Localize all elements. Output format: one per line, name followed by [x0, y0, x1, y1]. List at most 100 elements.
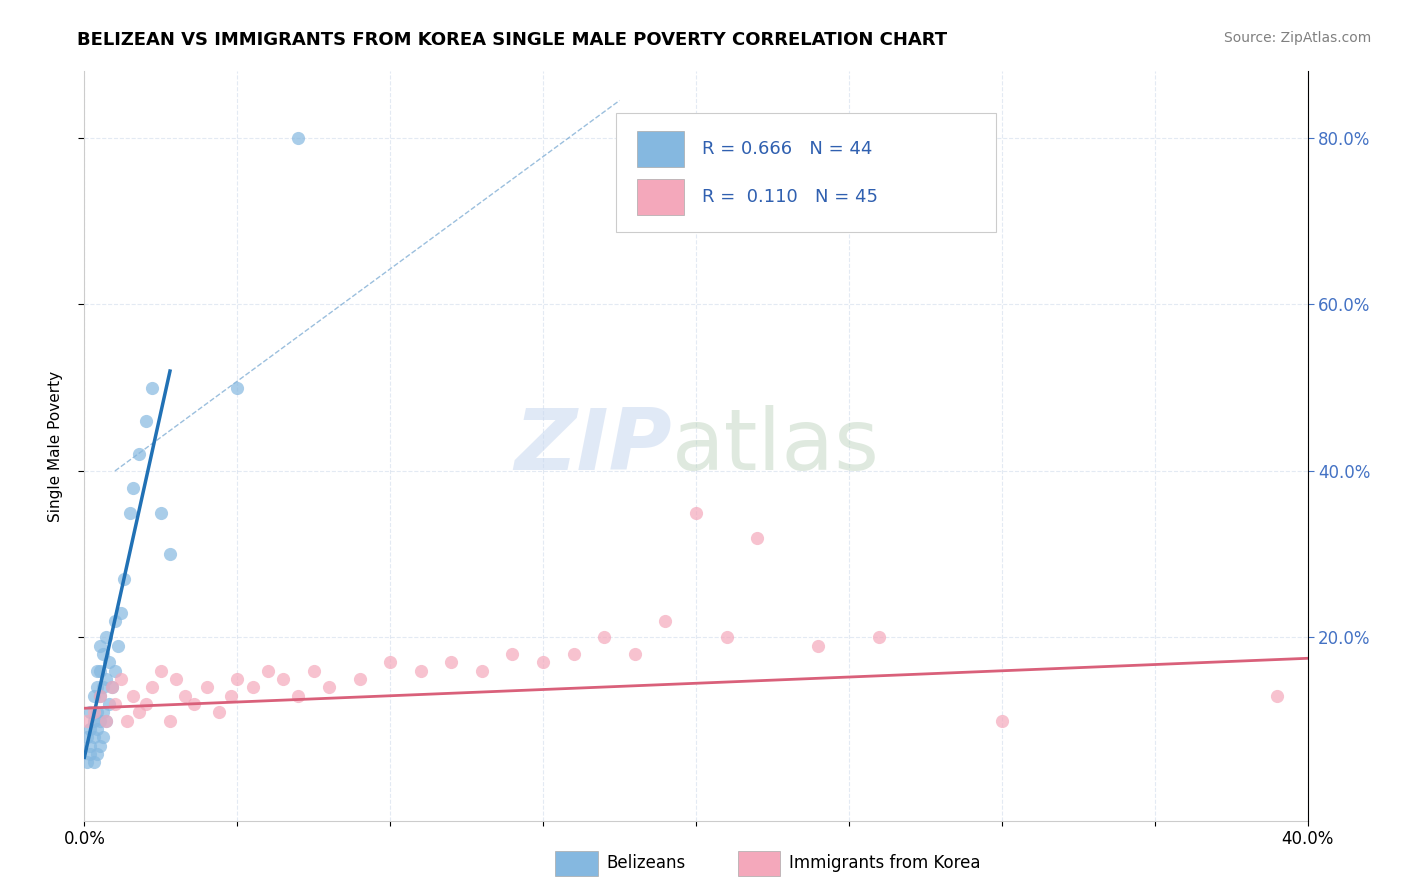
Point — [110, 672, 132, 686]
Point — [89, 714, 111, 728]
Point — [654, 614, 676, 628]
Point — [101, 681, 124, 695]
Point — [101, 681, 124, 695]
Point — [79, 747, 101, 761]
Point — [1265, 689, 1288, 703]
Point — [110, 606, 132, 620]
Point — [149, 506, 172, 520]
Point — [287, 131, 309, 145]
Point — [219, 689, 242, 703]
Point — [159, 714, 181, 728]
Point — [94, 714, 117, 728]
Point — [83, 706, 105, 720]
Text: R =  0.110   N = 45: R = 0.110 N = 45 — [702, 188, 879, 206]
Point — [226, 381, 249, 395]
Point — [97, 656, 120, 670]
Point — [79, 739, 101, 753]
Point — [135, 697, 157, 711]
Point — [562, 647, 585, 661]
Point — [83, 756, 105, 770]
Point — [89, 664, 111, 678]
Point — [593, 631, 616, 645]
Point — [94, 631, 117, 645]
Point — [76, 756, 98, 770]
Point — [531, 656, 554, 670]
Point — [97, 697, 120, 711]
Text: R = 0.666   N = 44: R = 0.666 N = 44 — [702, 140, 873, 158]
Text: BELIZEAN VS IMMIGRANTS FROM KOREA SINGLE MALE POVERTY CORRELATION CHART: BELIZEAN VS IMMIGRANTS FROM KOREA SINGLE… — [77, 31, 948, 49]
Point — [174, 689, 197, 703]
Point — [94, 714, 117, 728]
Point — [83, 731, 105, 745]
Point — [183, 697, 205, 711]
Point — [86, 706, 108, 720]
Point — [86, 747, 108, 761]
FancyBboxPatch shape — [637, 131, 683, 168]
Point — [409, 664, 432, 678]
Point — [287, 689, 309, 703]
Point — [86, 664, 108, 678]
Point — [91, 681, 114, 695]
Point — [747, 531, 769, 545]
Text: atlas: atlas — [672, 404, 880, 488]
Text: Belizeans: Belizeans — [606, 855, 685, 872]
Point — [104, 697, 127, 711]
Point — [807, 639, 830, 653]
Point — [104, 614, 127, 628]
Point — [226, 672, 249, 686]
Point — [79, 706, 101, 720]
Point — [122, 481, 145, 495]
Point — [165, 672, 187, 686]
Point — [89, 689, 111, 703]
Point — [91, 731, 114, 745]
Point — [91, 706, 114, 720]
Point — [685, 506, 707, 520]
Point — [128, 706, 150, 720]
Point — [83, 689, 105, 703]
Point — [257, 664, 280, 678]
Point — [89, 739, 111, 753]
Point — [716, 631, 738, 645]
Point — [120, 506, 142, 520]
Point — [471, 664, 494, 678]
Text: Source: ZipAtlas.com: Source: ZipAtlas.com — [1223, 31, 1371, 45]
FancyBboxPatch shape — [616, 112, 995, 233]
Point — [112, 572, 135, 586]
Point — [91, 647, 114, 661]
Point — [89, 689, 111, 703]
Point — [104, 664, 127, 678]
Point — [991, 714, 1014, 728]
Point — [94, 672, 117, 686]
Point — [141, 681, 163, 695]
Point — [302, 664, 325, 678]
Point — [128, 447, 150, 461]
Text: ZIP: ZIP — [513, 404, 672, 488]
FancyBboxPatch shape — [637, 179, 683, 215]
Point — [76, 731, 98, 745]
Point — [159, 547, 181, 561]
Point — [79, 722, 101, 736]
Point — [86, 681, 108, 695]
Point — [122, 689, 145, 703]
Point — [380, 656, 402, 670]
Point — [502, 647, 524, 661]
Point — [869, 631, 891, 645]
Point — [149, 664, 172, 678]
Point — [624, 647, 647, 661]
Point — [83, 714, 105, 728]
Point — [107, 639, 129, 653]
Point — [195, 681, 218, 695]
Point — [76, 714, 98, 728]
Point — [141, 381, 163, 395]
Point — [89, 639, 111, 653]
Point — [271, 672, 294, 686]
Point — [208, 706, 231, 720]
Y-axis label: Single Male Poverty: Single Male Poverty — [48, 370, 63, 522]
Point — [318, 681, 340, 695]
Text: Immigrants from Korea: Immigrants from Korea — [789, 855, 980, 872]
Point — [349, 672, 371, 686]
Point — [440, 656, 463, 670]
Point — [135, 414, 157, 428]
Point — [115, 714, 138, 728]
Point — [242, 681, 264, 695]
